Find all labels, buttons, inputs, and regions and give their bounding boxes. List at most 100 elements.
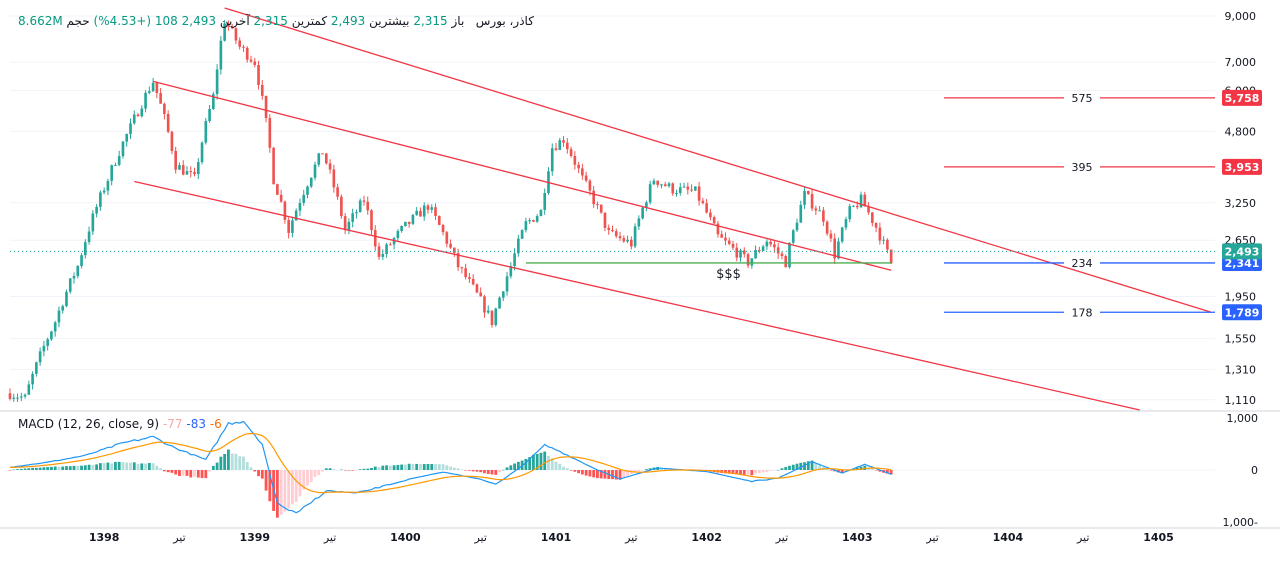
macd-histogram-bar — [23, 468, 27, 470]
candle-body — [528, 220, 531, 222]
candle-body — [351, 213, 354, 222]
macd-histogram-bar — [294, 470, 298, 502]
macd-histogram-bar — [742, 470, 746, 475]
candle-body — [554, 148, 558, 150]
macd-histogram-bar — [859, 466, 863, 470]
price-axis[interactable]: 9,0007,0006,0004,8003,2502,6501,9501,550… — [1222, 10, 1262, 407]
candle-body — [475, 284, 479, 293]
candle-body — [776, 247, 780, 254]
macd-histogram-bar — [863, 465, 867, 470]
level-178[interactable]: 178 — [944, 306, 1215, 319]
macd-histogram-bar — [844, 470, 848, 472]
candle-body — [114, 164, 117, 166]
price-tick-label: 1,550 — [1225, 333, 1257, 346]
macd-histogram-bar — [339, 469, 343, 471]
macd-histogram-bar — [400, 464, 404, 470]
channel-line-middle[interactable] — [152, 80, 892, 271]
candle-body — [279, 194, 283, 202]
candle-body — [317, 153, 321, 165]
macd-histogram-bar — [185, 470, 189, 476]
candle-body — [524, 221, 528, 231]
candle-body — [581, 168, 584, 176]
macd-histogram-bar — [245, 462, 249, 470]
macd-histogram-bar — [125, 462, 129, 470]
macd-histogram-bar — [614, 470, 618, 480]
candle-body — [697, 186, 701, 201]
macd-histogram-bar — [343, 470, 347, 471]
macd-histogram-bar — [219, 456, 223, 470]
level-575[interactable]: 575 — [944, 92, 1215, 105]
volume-label: حجم — [66, 14, 90, 28]
macd-histogram-bar — [257, 470, 260, 477]
macd-histogram-bar — [776, 469, 780, 471]
candle-body — [68, 278, 72, 292]
macd-histogram-bar — [874, 470, 878, 471]
macd-histogram-bar — [253, 470, 257, 472]
macd-histogram-bar — [166, 470, 170, 473]
candle-body — [16, 397, 19, 399]
candle-body — [754, 250, 757, 259]
level-234[interactable]: 234 — [944, 257, 1215, 270]
candle-body — [426, 205, 430, 210]
level-395[interactable]: 395 — [944, 161, 1215, 174]
macd-histogram-bar — [434, 464, 437, 470]
macd-histogram-bar — [12, 469, 16, 471]
macd-histogram-bar — [287, 470, 291, 509]
candle-body — [19, 396, 23, 398]
candle-body — [837, 241, 840, 259]
macd-histogram-bar — [788, 465, 791, 470]
candle-body — [411, 214, 415, 224]
macd-histogram-bar — [829, 470, 833, 471]
level-label: 234 — [1072, 257, 1093, 270]
macd-pane[interactable]: 1,000 0 1,000- — [8, 412, 1258, 529]
macd-histogram-bar — [129, 462, 132, 470]
macd-histogram-bar — [562, 466, 565, 470]
macd-histogram-bar — [637, 470, 641, 472]
macd-histogram-bar — [68, 466, 72, 470]
candle-body — [294, 210, 298, 221]
candle-body — [667, 183, 671, 187]
candle-body — [170, 131, 174, 151]
candle-body — [712, 217, 716, 224]
candle-body — [50, 331, 53, 340]
price-tick-label: 4,800 — [1225, 125, 1257, 138]
candle-body — [663, 184, 667, 187]
candle-body — [283, 201, 287, 221]
channel-line-lower[interactable] — [134, 180, 1140, 411]
candle-body — [742, 250, 746, 255]
channel-line-upper[interactable] — [224, 7, 1212, 313]
macd-histogram-bar — [396, 464, 400, 470]
macd-histogram-bar — [162, 470, 166, 472]
candle-body — [347, 221, 351, 231]
candle-body — [328, 163, 332, 170]
candle-body — [630, 239, 633, 247]
candle-body — [569, 149, 573, 157]
macd-histogram-bar — [159, 468, 163, 470]
macd-histogram-bar — [53, 466, 57, 470]
time-axis[interactable]: 1398 تیر 1399 تیر 1400 تیر 1401 تیر 1402 تیر 1403 ت… — [89, 531, 1174, 544]
macd-histogram-bar — [501, 469, 505, 471]
candle-body — [144, 92, 147, 109]
ohlc-header: کاذر، بورس باز 2,315 بیشترین 2,493 کمتری… — [18, 14, 534, 28]
candle-body — [859, 194, 863, 208]
candle-body — [648, 184, 652, 203]
macd-histogram-bar — [403, 464, 407, 470]
candle-body — [445, 232, 449, 244]
macd-histogram-bar — [505, 467, 509, 470]
candle-body — [822, 210, 825, 222]
candle-body — [810, 193, 814, 209]
candle-body — [125, 134, 129, 142]
candle-body — [746, 254, 750, 266]
time-tick-label: تیر — [925, 531, 938, 544]
candle-body — [400, 226, 403, 232]
candle-body — [215, 69, 219, 95]
macd-histogram-bar — [411, 463, 415, 470]
macd-histogram-bar — [532, 454, 535, 470]
candle-body — [652, 180, 656, 185]
macd-histogram-bar — [592, 470, 596, 478]
candle-body — [799, 204, 803, 223]
price-tick-label: 1,950 — [1225, 290, 1257, 303]
candle-body — [340, 196, 343, 217]
